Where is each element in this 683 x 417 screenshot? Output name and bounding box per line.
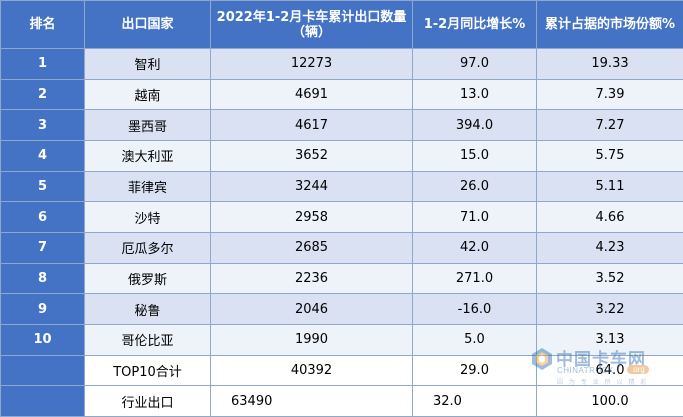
country-cell: 俄罗斯 — [84, 262, 211, 295]
growth-cell: 271.0 — [412, 262, 537, 295]
industry-total-volume: 63490 — [210, 385, 413, 417]
header-share: 累计占据的市场份额% — [536, 0, 683, 49]
country-cell: 墨西哥 — [84, 109, 211, 141]
share-cell: 3.13 — [536, 323, 683, 356]
volume-cell: 12273 — [210, 48, 413, 80]
country-cell: 澳大利亚 — [84, 139, 211, 172]
rank-cell: 10 — [0, 323, 85, 356]
growth-cell: 71.0 — [412, 201, 537, 233]
country-cell: 菲律宾 — [84, 170, 211, 203]
rank-cell: 4 — [0, 139, 85, 172]
growth-cell: 5.0 — [412, 323, 537, 356]
share-cell: 3.22 — [536, 293, 683, 325]
top10-total-volume: 40392 — [210, 354, 413, 387]
volume-cell: 4691 — [210, 78, 413, 111]
growth-cell: 394.0 — [412, 109, 537, 141]
industry-total-row: 行业出口 63490 32.0 100.0 — [0, 385, 683, 417]
share-cell: 7.39 — [536, 78, 683, 111]
header-growth: 1-2月同比增长% — [412, 0, 537, 49]
country-cell: 智利 — [84, 48, 211, 80]
rank-cell: 8 — [0, 262, 85, 295]
volume-cell: 2685 — [210, 231, 413, 264]
rank-cell-empty — [0, 385, 85, 417]
top10-total-share: 64.0 — [536, 354, 683, 387]
growth-cell: 97.0 — [412, 48, 537, 80]
volume-cell: 4617 — [210, 109, 413, 141]
table-row: 9 秘鲁 2046 -16.0 3.22 — [0, 293, 683, 325]
growth-cell: 13.0 — [412, 78, 537, 111]
rank-cell: 2 — [0, 78, 85, 111]
table-row: 2 越南 4691 13.0 7.39 — [0, 78, 683, 111]
country-cell: 秘鲁 — [84, 293, 211, 325]
header-row: 排名 出口国家 2022年1-2月卡车累计出口数量（辆） 1-2月同比增长% 累… — [0, 0, 683, 49]
growth-cell: 15.0 — [412, 139, 537, 172]
header-country: 出口国家 — [84, 0, 211, 49]
share-cell: 5.11 — [536, 170, 683, 203]
header-rank: 排名 — [0, 0, 85, 49]
growth-cell: 26.0 — [412, 170, 537, 203]
rank-cell: 7 — [0, 231, 85, 264]
growth-cell: -16.0 — [412, 293, 537, 325]
table-row: 1 智利 12273 97.0 19.33 — [0, 48, 683, 80]
table-row: 4 澳大利亚 3652 15.0 5.75 — [0, 139, 683, 172]
table-row: 8 俄罗斯 2236 271.0 3.52 — [0, 262, 683, 295]
table-row: 6 沙特 2958 71.0 4.66 — [0, 201, 683, 233]
industry-total-label: 行业出口 — [84, 385, 211, 417]
table-row: 5 菲律宾 3244 26.0 5.11 — [0, 170, 683, 203]
rank-cell-empty — [0, 354, 85, 387]
table-row: 10 哥伦比亚 1990 5.0 3.13 — [0, 323, 683, 356]
share-cell: 4.23 — [536, 231, 683, 264]
header-volume: 2022年1-2月卡车累计出口数量（辆） — [210, 0, 413, 49]
country-cell: 沙特 — [84, 201, 211, 233]
volume-cell: 2958 — [210, 201, 413, 233]
table-row: 7 厄瓜多尔 2685 42.0 4.23 — [0, 231, 683, 264]
top10-total-row: TOP10合计 40392 29.0 64.0 — [0, 354, 683, 387]
volume-cell: 2046 — [210, 293, 413, 325]
top10-total-growth: 29.0 — [412, 354, 537, 387]
volume-cell: 3652 — [210, 139, 413, 172]
industry-total-growth: 32.0 — [412, 385, 537, 417]
growth-cell: 42.0 — [412, 231, 537, 264]
share-cell: 19.33 — [536, 48, 683, 80]
industry-total-share: 100.0 — [536, 385, 683, 417]
volume-cell: 1990 — [210, 323, 413, 356]
rank-cell: 3 — [0, 109, 85, 141]
country-cell: 厄瓜多尔 — [84, 231, 211, 264]
country-cell: 哥伦比亚 — [84, 323, 211, 356]
rank-cell: 9 — [0, 293, 85, 325]
rank-cell: 5 — [0, 170, 85, 203]
volume-cell: 2236 — [210, 262, 413, 295]
country-cell: 越南 — [84, 78, 211, 111]
table-row: 3 墨西哥 4617 394.0 7.27 — [0, 109, 683, 141]
share-cell: 5.75 — [536, 139, 683, 172]
share-cell: 4.66 — [536, 201, 683, 233]
top10-total-label: TOP10合计 — [84, 354, 211, 387]
share-cell: 3.52 — [536, 262, 683, 295]
rank-cell: 6 — [0, 201, 85, 233]
rank-cell: 1 — [0, 48, 85, 80]
volume-cell: 3244 — [210, 170, 413, 203]
share-cell: 7.27 — [536, 109, 683, 141]
